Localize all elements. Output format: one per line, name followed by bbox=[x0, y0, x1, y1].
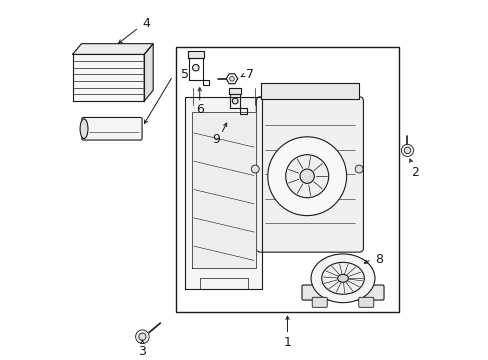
Text: 3: 3 bbox=[138, 345, 146, 357]
Polygon shape bbox=[229, 88, 241, 94]
Ellipse shape bbox=[135, 330, 149, 343]
Ellipse shape bbox=[192, 64, 199, 71]
Polygon shape bbox=[72, 54, 144, 101]
Polygon shape bbox=[72, 44, 153, 54]
Text: 1: 1 bbox=[283, 336, 291, 349]
Ellipse shape bbox=[401, 144, 413, 157]
Text: 4: 4 bbox=[142, 18, 150, 31]
Text: 8: 8 bbox=[374, 253, 382, 266]
Ellipse shape bbox=[404, 147, 410, 154]
Polygon shape bbox=[187, 51, 203, 58]
Ellipse shape bbox=[300, 169, 314, 183]
Text: 5: 5 bbox=[181, 68, 189, 81]
FancyBboxPatch shape bbox=[311, 297, 326, 307]
Ellipse shape bbox=[229, 76, 234, 81]
Bar bbox=[176, 47, 398, 312]
Text: 9: 9 bbox=[211, 133, 219, 146]
Polygon shape bbox=[144, 44, 153, 101]
Text: 2: 2 bbox=[410, 166, 418, 179]
Polygon shape bbox=[260, 83, 358, 99]
Ellipse shape bbox=[232, 98, 238, 104]
Ellipse shape bbox=[251, 165, 259, 173]
Ellipse shape bbox=[285, 155, 328, 198]
Polygon shape bbox=[185, 98, 262, 289]
Text: 7: 7 bbox=[245, 68, 253, 81]
Polygon shape bbox=[191, 112, 255, 267]
FancyBboxPatch shape bbox=[302, 285, 383, 300]
Ellipse shape bbox=[354, 165, 362, 173]
FancyBboxPatch shape bbox=[358, 297, 373, 307]
Polygon shape bbox=[226, 74, 237, 84]
Ellipse shape bbox=[321, 262, 364, 294]
Ellipse shape bbox=[139, 333, 146, 340]
Text: 6: 6 bbox=[195, 103, 203, 116]
FancyBboxPatch shape bbox=[256, 97, 363, 252]
Ellipse shape bbox=[337, 274, 347, 282]
Ellipse shape bbox=[80, 119, 88, 139]
FancyBboxPatch shape bbox=[81, 117, 142, 140]
Ellipse shape bbox=[310, 254, 374, 303]
Ellipse shape bbox=[267, 137, 346, 216]
